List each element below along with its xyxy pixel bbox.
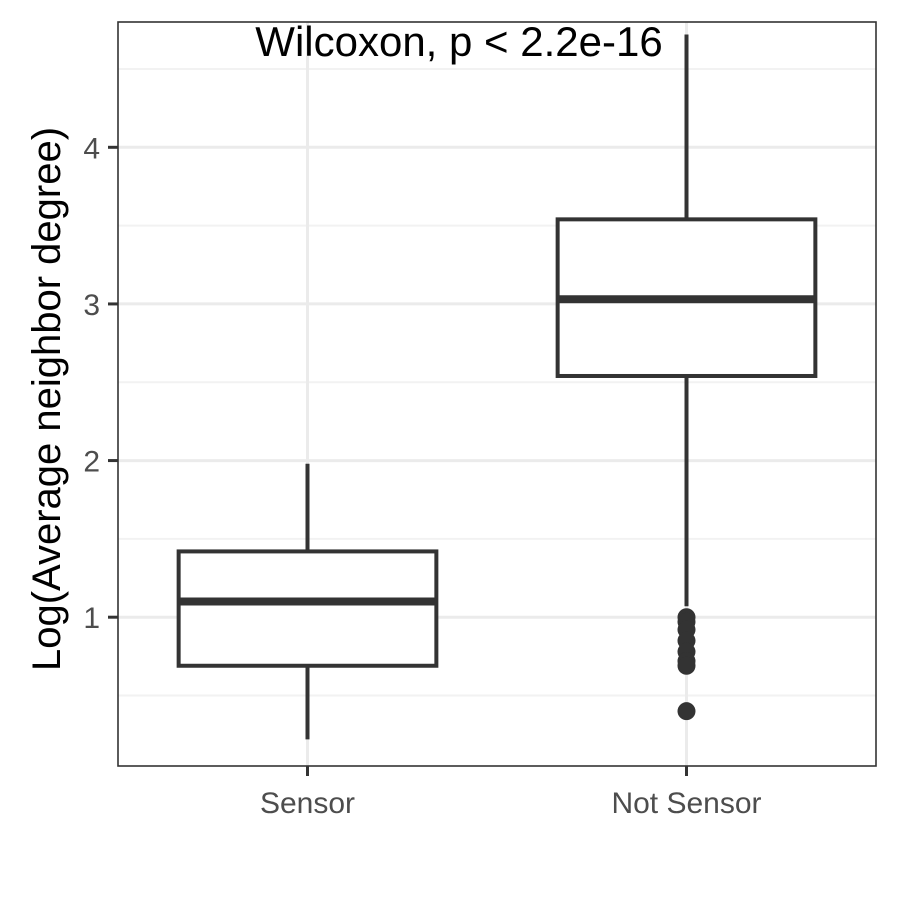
boxplot-not-sensor (555, 34, 818, 721)
y-tick-label: 3 (83, 289, 100, 322)
panel-border (117, 21, 877, 767)
outlier-point (677, 656, 696, 675)
outlier-point (677, 702, 696, 721)
boxplot-sensor (176, 463, 439, 740)
y-tick-label: 2 (83, 446, 100, 479)
stat-annotation: Wilcoxon, p < 2.2e-16 (255, 18, 662, 65)
boxplots (176, 34, 818, 740)
axes: 1 2 3 4 Sensor Not Sensor (83, 132, 761, 820)
x-tick-label: Not Sensor (611, 787, 761, 820)
y-tick-label: 4 (83, 132, 100, 165)
y-axis-title: Log(Average neighbor degree) (25, 127, 69, 671)
y-tick-label: 1 (83, 602, 100, 635)
iqr-box (176, 549, 439, 668)
x-tick-label: Sensor (260, 787, 355, 820)
